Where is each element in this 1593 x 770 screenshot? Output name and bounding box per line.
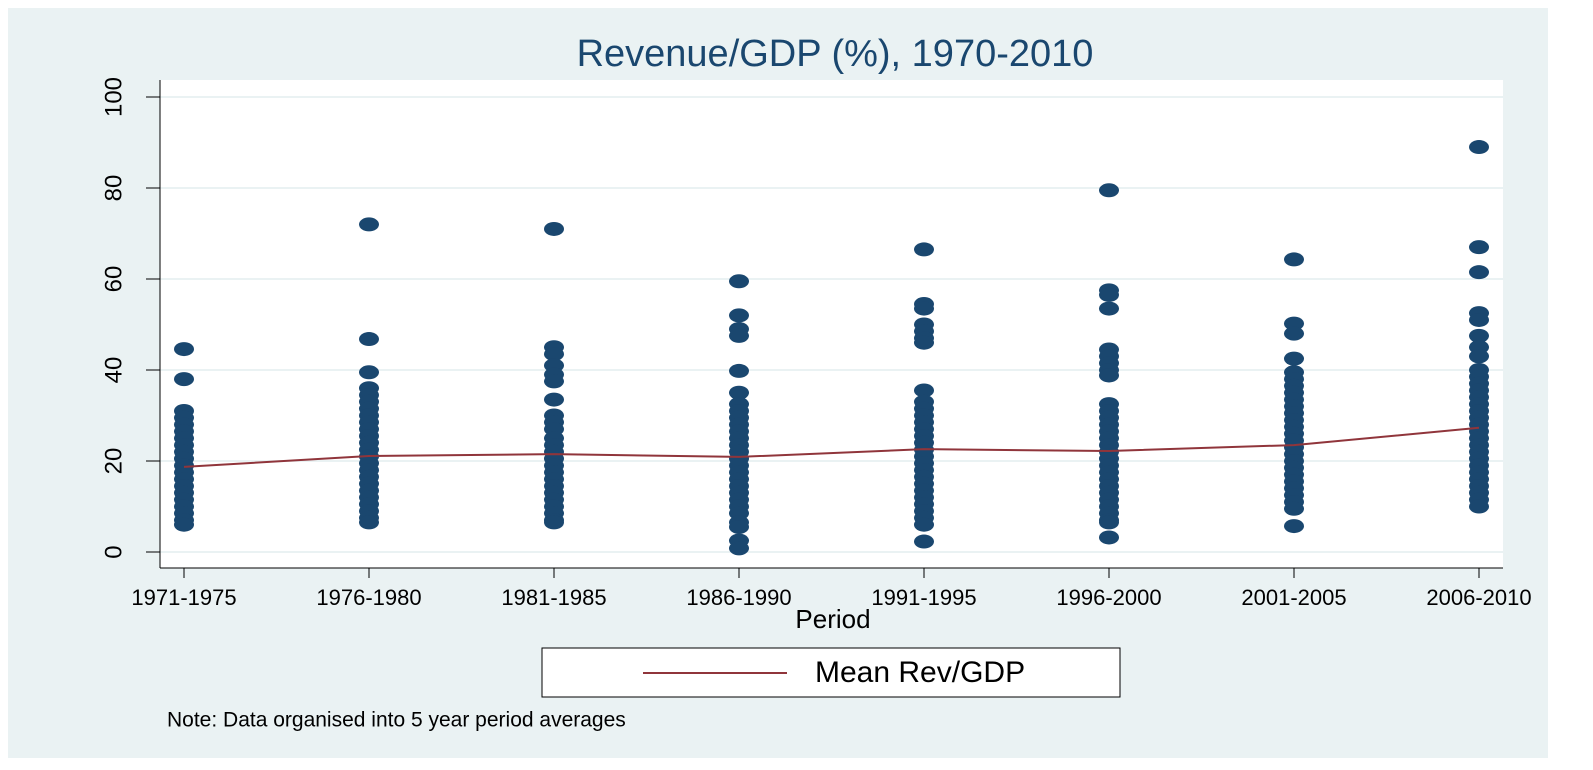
y-tick-label: 0 — [100, 545, 127, 558]
point — [174, 342, 194, 357]
point — [1469, 349, 1489, 364]
x-tick-label: 2001-2005 — [1241, 585, 1346, 610]
x-tick-label: 2006-2010 — [1426, 585, 1531, 610]
point — [729, 385, 749, 400]
point — [729, 274, 749, 289]
point — [1099, 301, 1119, 316]
x-tick-label: 1991-1995 — [871, 585, 976, 610]
point — [1284, 519, 1304, 534]
point — [1099, 515, 1119, 530]
point — [544, 392, 564, 407]
y-tick-label: 60 — [100, 266, 127, 293]
point — [1469, 328, 1489, 343]
y-tick-label: 80 — [100, 175, 127, 202]
point — [1099, 368, 1119, 383]
point — [1284, 316, 1304, 331]
x-tick-label: 1971-1975 — [131, 585, 236, 610]
point — [1469, 265, 1489, 280]
point — [1284, 351, 1304, 366]
point — [914, 242, 934, 257]
point — [1284, 501, 1304, 516]
point — [1469, 140, 1489, 155]
point — [359, 365, 379, 380]
point — [914, 517, 934, 532]
point — [359, 217, 379, 232]
point — [914, 301, 934, 316]
point — [544, 347, 564, 362]
point — [729, 363, 749, 378]
point — [729, 308, 749, 323]
point — [1099, 530, 1119, 545]
point — [1469, 499, 1489, 514]
point — [729, 328, 749, 343]
legend-box — [541, 647, 1121, 698]
plot-area — [160, 80, 1503, 568]
y-tick-label: 40 — [100, 357, 127, 384]
point — [174, 372, 194, 387]
x-tick-label: 1981-1985 — [501, 585, 606, 610]
point — [1469, 312, 1489, 327]
point — [914, 383, 934, 398]
point — [1284, 326, 1304, 341]
point — [1099, 287, 1119, 302]
point — [359, 332, 379, 347]
point — [914, 335, 934, 350]
point — [359, 515, 379, 530]
chart-title: Revenue/GDP (%), 1970-2010 — [577, 33, 1094, 75]
point — [544, 221, 564, 236]
x-tick-label: 1986-1990 — [686, 585, 791, 610]
y-tick-label: 100 — [100, 77, 127, 117]
point — [729, 541, 749, 556]
mean-line — [183, 426, 1480, 468]
point — [1099, 183, 1119, 198]
x-axis-title: Period — [795, 604, 870, 634]
point — [914, 534, 934, 549]
point — [544, 515, 564, 530]
point — [1469, 240, 1489, 255]
y-tick-label: 20 — [100, 448, 127, 475]
point — [1284, 252, 1304, 267]
note: Note: Data organised into 5 year period … — [167, 709, 626, 732]
point — [174, 517, 194, 532]
x-tick-label: 1996-2000 — [1056, 585, 1161, 610]
x-tick-label: 1976-1980 — [316, 585, 421, 610]
legend-label: Mean Rev/GDP — [815, 656, 1025, 689]
point — [544, 374, 564, 389]
point — [729, 519, 749, 534]
